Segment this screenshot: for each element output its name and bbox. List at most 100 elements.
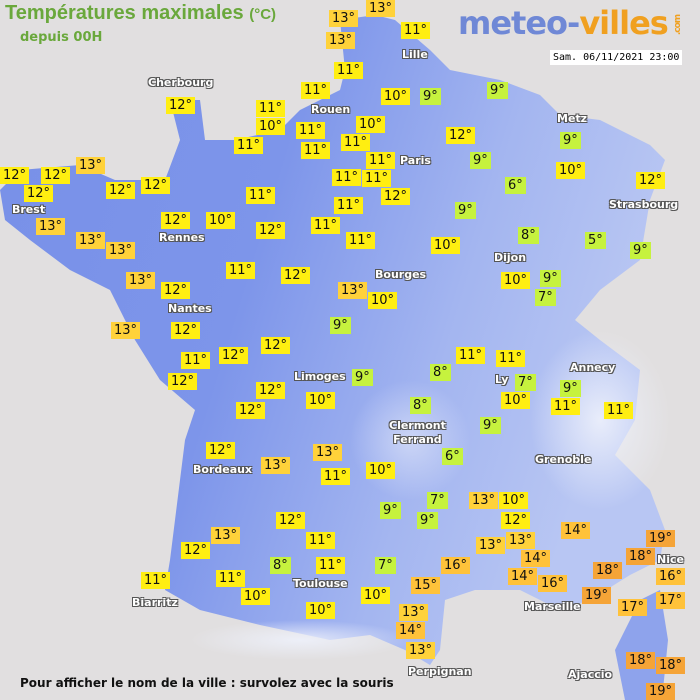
temperature-label[interactable]: 11° <box>316 557 346 574</box>
temperature-label[interactable]: 5° <box>585 232 606 249</box>
temperature-label[interactable]: 9° <box>560 380 581 397</box>
temperature-label[interactable]: 10° <box>368 292 398 309</box>
temperature-label[interactable]: 7° <box>535 289 556 306</box>
temperature-label[interactable]: 11° <box>456 347 486 364</box>
temperature-label[interactable]: 15° <box>411 577 441 594</box>
temperature-label[interactable]: 6° <box>505 177 526 194</box>
temperature-label[interactable]: 9° <box>455 202 476 219</box>
temperature-label[interactable]: 14° <box>396 622 426 639</box>
temperature-label[interactable]: 11° <box>311 217 341 234</box>
temperature-label[interactable]: 11° <box>181 352 211 369</box>
temperature-label[interactable]: 11° <box>301 142 331 159</box>
temperature-label[interactable]: 11° <box>341 134 371 151</box>
temperature-label[interactable]: 9° <box>560 132 581 149</box>
temperature-label[interactable]: 12° <box>24 185 54 202</box>
temperature-label[interactable]: 12° <box>446 127 476 144</box>
temperature-label[interactable]: 12° <box>256 382 286 399</box>
temperature-label[interactable]: 11° <box>346 232 376 249</box>
temperature-label[interactable]: 8° <box>518 227 539 244</box>
temperature-label[interactable]: 11° <box>401 22 431 39</box>
temperature-label[interactable]: 10° <box>356 116 386 133</box>
temperature-label[interactable]: 19° <box>582 587 612 604</box>
temperature-label[interactable]: 12° <box>181 542 211 559</box>
temperature-label[interactable]: 10° <box>556 162 586 179</box>
temperature-label[interactable]: 13° <box>76 157 106 174</box>
temperature-label[interactable]: 12° <box>256 222 286 239</box>
temperature-label[interactable]: 11° <box>496 350 526 367</box>
temperature-label[interactable]: 12° <box>636 172 666 189</box>
temperature-label[interactable]: 11° <box>551 398 581 415</box>
temperature-label[interactable]: 10° <box>361 587 391 604</box>
temperature-label[interactable]: 12° <box>141 177 171 194</box>
temperature-label[interactable]: 9° <box>417 512 438 529</box>
temperature-label[interactable]: 9° <box>420 88 441 105</box>
temperature-label[interactable]: 16° <box>538 575 568 592</box>
temperature-label[interactable]: 13° <box>211 527 241 544</box>
temperature-label[interactable]: 9° <box>470 152 491 169</box>
temperature-label[interactable]: 19° <box>646 530 676 547</box>
temperature-label[interactable]: 12° <box>281 267 311 284</box>
temperature-label[interactable]: 12° <box>261 337 291 354</box>
temperature-label[interactable]: 10° <box>256 118 286 135</box>
temperature-label[interactable]: 12° <box>236 402 266 419</box>
temperature-label[interactable]: 12° <box>166 97 196 114</box>
temperature-label[interactable]: 11° <box>246 187 276 204</box>
temperature-label[interactable]: 11° <box>234 137 264 154</box>
temperature-label[interactable]: 11° <box>362 170 392 187</box>
temperature-label[interactable]: 10° <box>241 588 271 605</box>
temperature-label[interactable]: 10° <box>501 272 531 289</box>
temperature-label[interactable]: 12° <box>0 167 30 184</box>
temperature-label[interactable]: 9° <box>487 82 508 99</box>
temperature-label[interactable]: 8° <box>410 397 431 414</box>
temperature-label[interactable]: 7° <box>515 374 536 391</box>
temperature-label[interactable]: 9° <box>480 417 501 434</box>
temperature-label[interactable]: 11° <box>256 100 286 117</box>
temperature-label[interactable]: 12° <box>161 282 191 299</box>
temperature-label[interactable]: 13° <box>326 32 356 49</box>
temperature-label[interactable]: 11° <box>332 169 362 186</box>
temperature-label[interactable]: 12° <box>276 512 306 529</box>
temperature-label[interactable]: 10° <box>366 462 396 479</box>
temperature-label[interactable]: 11° <box>141 572 171 589</box>
temperature-label[interactable]: 11° <box>321 468 351 485</box>
temperature-label[interactable]: 12° <box>206 442 236 459</box>
temperature-label[interactable]: 11° <box>366 152 396 169</box>
temperature-label[interactable]: 9° <box>380 502 401 519</box>
temperature-label[interactable]: 14° <box>521 550 551 567</box>
temperature-label[interactable]: 12° <box>106 182 136 199</box>
temperature-label[interactable]: 7° <box>375 557 396 574</box>
temperature-label[interactable]: 10° <box>499 492 529 509</box>
temperature-label[interactable]: 12° <box>501 512 531 529</box>
temperature-label[interactable]: 12° <box>219 347 249 364</box>
temperature-label[interactable]: 16° <box>656 568 686 585</box>
temperature-label[interactable]: 13° <box>111 322 141 339</box>
meteo-villes-logo[interactable]: meteo-villes .com <box>458 4 688 42</box>
temperature-label[interactable]: 18° <box>626 652 656 669</box>
temperature-label[interactable]: 11° <box>296 122 326 139</box>
temperature-label[interactable]: 6° <box>442 448 463 465</box>
temperature-label[interactable]: 13° <box>329 10 359 27</box>
temperature-label[interactable]: 19° <box>646 683 676 700</box>
temperature-label[interactable]: 9° <box>540 270 561 287</box>
temperature-label[interactable]: 11° <box>306 532 336 549</box>
temperature-label[interactable]: 13° <box>469 492 499 509</box>
temperature-label[interactable]: 8° <box>430 364 451 381</box>
temperature-label[interactable]: 13° <box>338 282 368 299</box>
temperature-label[interactable]: 13° <box>126 272 156 289</box>
temperature-label[interactable]: 9° <box>630 242 651 259</box>
temperature-label[interactable]: 13° <box>76 232 106 249</box>
temperature-label[interactable]: 12° <box>171 322 201 339</box>
temperature-label[interactable]: 10° <box>501 392 531 409</box>
temperature-label[interactable]: 14° <box>561 522 591 539</box>
temperature-label[interactable]: 13° <box>106 242 136 259</box>
temperature-label[interactable]: 13° <box>406 642 436 659</box>
temperature-label[interactable]: 18° <box>593 562 623 579</box>
temperature-label[interactable]: 7° <box>427 492 448 509</box>
temperature-label[interactable]: 12° <box>168 373 198 390</box>
temperature-label[interactable]: 10° <box>381 88 411 105</box>
temperature-label[interactable]: 18° <box>656 657 686 674</box>
temperature-label[interactable]: 13° <box>261 457 291 474</box>
temperature-label[interactable]: 10° <box>431 237 461 254</box>
temperature-label[interactable]: 11° <box>604 402 634 419</box>
temperature-label[interactable]: 17° <box>656 592 686 609</box>
